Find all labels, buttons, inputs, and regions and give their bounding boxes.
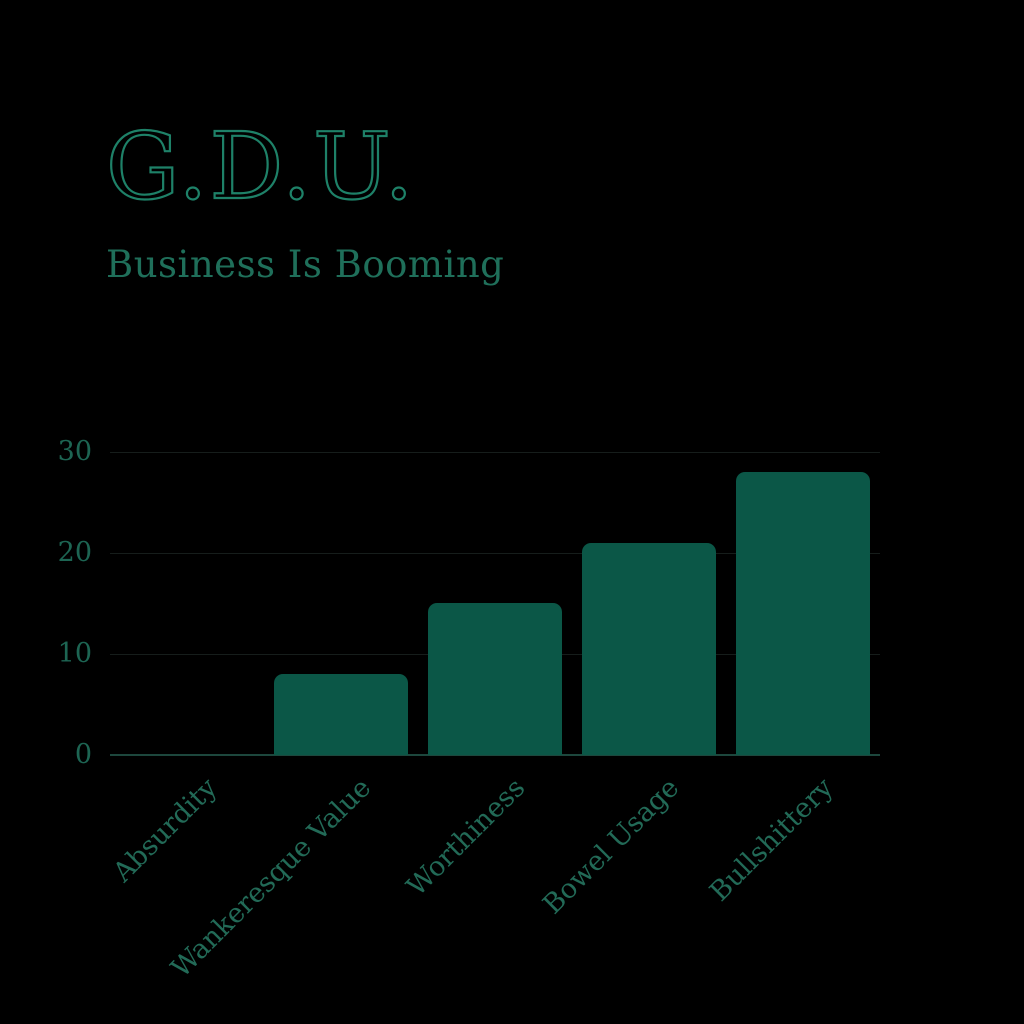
bar-worthiness: [428, 603, 562, 755]
bar-wankeresque-value: [274, 674, 408, 755]
chart-subtitle: Business Is Booming: [106, 243, 505, 286]
y-axis-tick-label: 20: [57, 537, 92, 568]
chart-title: G.D.U.: [106, 116, 416, 220]
y-axis-tick-label: 0: [74, 739, 92, 770]
gridline: [110, 452, 880, 453]
bar-bullshittery: [736, 472, 870, 755]
y-axis-tick-label: 10: [57, 638, 92, 669]
chart-title-svg: G.D.U.: [105, 116, 416, 221]
chart-title-wrap: G.D.U.: [104, 116, 564, 226]
bar-bowel-usage: [582, 543, 716, 755]
y-axis-tick-label: 30: [57, 436, 92, 467]
gridline: [110, 553, 880, 554]
x-axis-baseline: [110, 754, 880, 756]
